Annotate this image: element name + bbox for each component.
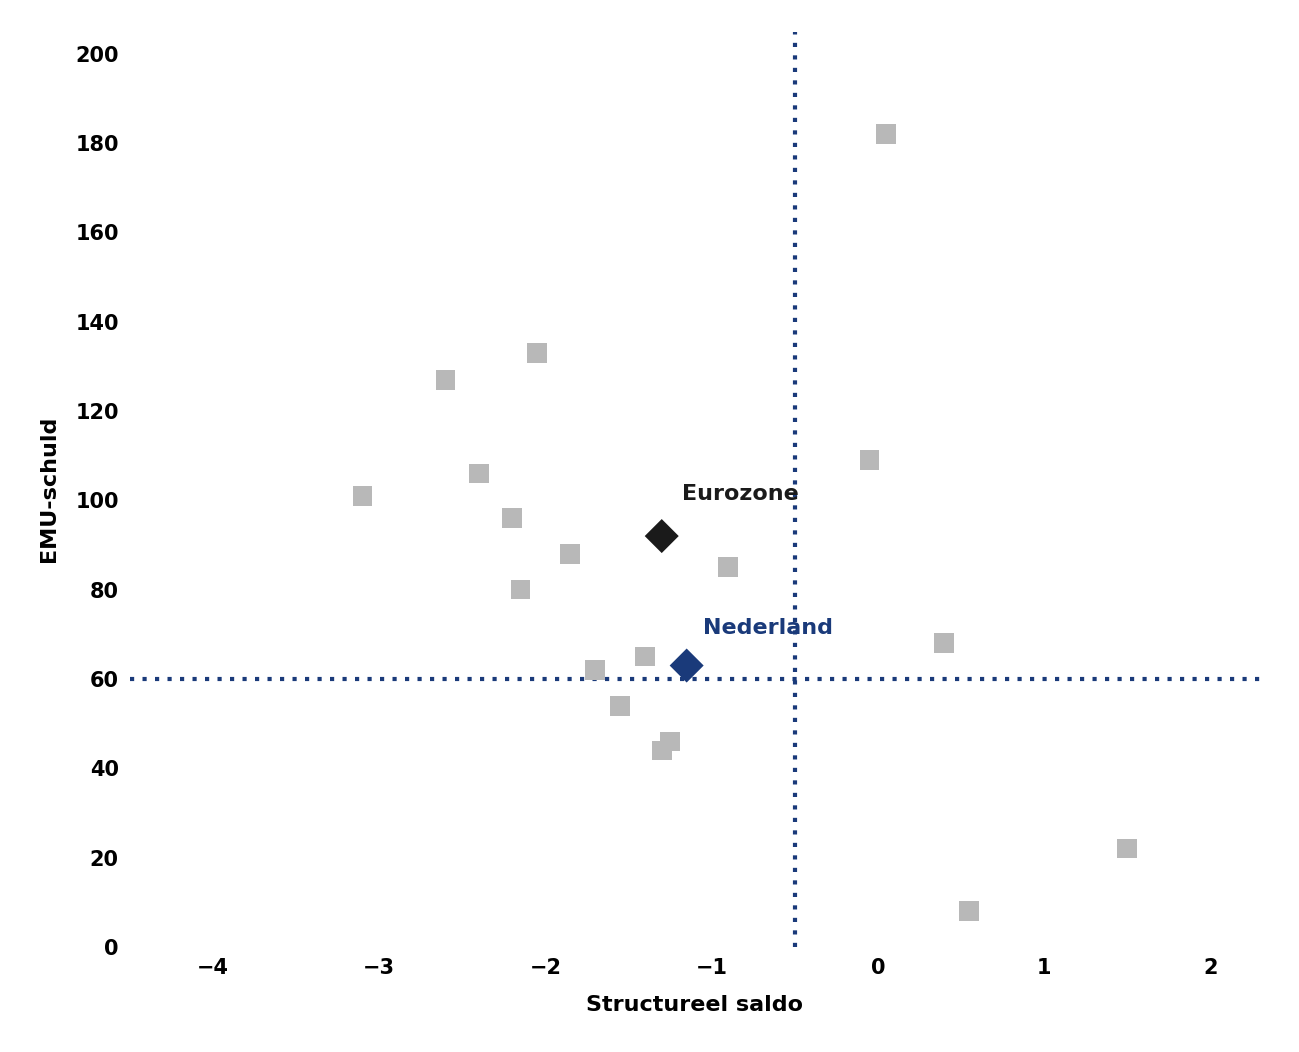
Point (511, 581, 531, 598)
Point (352, 487, 373, 504)
Point (560, 546, 581, 563)
Point (660, 733, 681, 750)
Point (677, 658, 698, 674)
Point (718, 559, 739, 575)
Point (585, 662, 605, 679)
Point (859, 451, 879, 468)
Point (435, 371, 456, 388)
Point (469, 465, 490, 482)
X-axis label: Structureel saldo: Structureel saldo (586, 994, 804, 1014)
Point (651, 528, 672, 545)
Point (1117, 841, 1138, 857)
Point (526, 345, 547, 362)
Point (501, 510, 522, 527)
Point (609, 697, 630, 714)
Point (959, 903, 979, 919)
Point (635, 648, 656, 665)
Text: Nederland: Nederland (703, 619, 833, 639)
Point (934, 634, 955, 651)
Point (651, 742, 672, 758)
Text: Eurozone: Eurozone (682, 484, 799, 504)
Y-axis label: EMU-schuld: EMU-schuld (39, 416, 58, 563)
Point (876, 126, 896, 143)
